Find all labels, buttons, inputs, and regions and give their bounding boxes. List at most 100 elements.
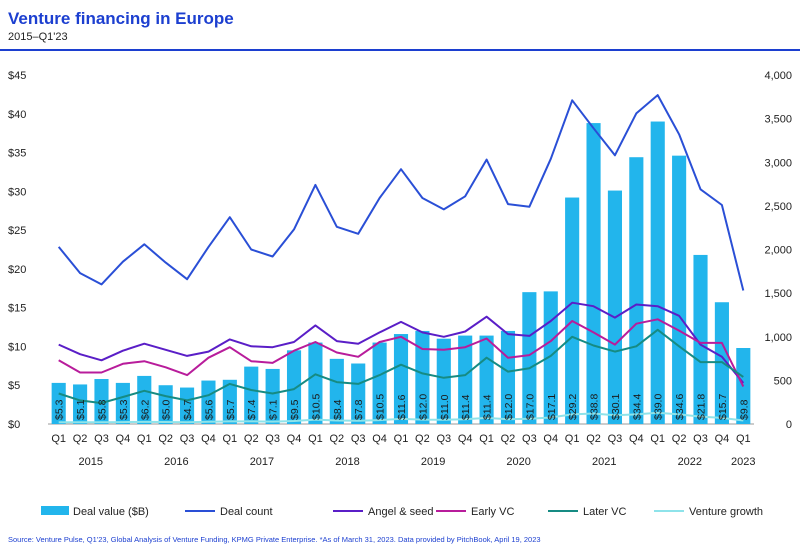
x-tick-label: Q4 — [715, 433, 730, 445]
bar-value-label: $5.7 — [225, 399, 237, 420]
x-year-label: 2017 — [250, 456, 274, 468]
bar — [565, 197, 580, 424]
x-tick-label: Q2 — [73, 433, 88, 445]
bar — [372, 342, 387, 424]
x-year-label: 2020 — [506, 456, 530, 468]
legend-label: Early VC — [471, 506, 514, 518]
x-year-label: 2019 — [421, 456, 445, 468]
bar — [393, 334, 409, 424]
x-tick-label: Q1 — [223, 433, 238, 445]
x-tick-label: Q4 — [287, 433, 302, 445]
bar — [415, 330, 430, 424]
bar-value-label: $5.0 — [161, 399, 173, 420]
bar-value-label: $29.2 — [567, 394, 579, 420]
x-tick-label: Q1 — [51, 433, 66, 445]
bar — [650, 121, 665, 425]
x-tick-label: Q2 — [672, 433, 687, 445]
bar-value-label: $11.4 — [482, 394, 494, 420]
bar-value-label: $15.7 — [717, 394, 729, 420]
x-tick-label: Q3 — [351, 433, 366, 445]
bar-value-label: $5.1 — [75, 399, 87, 420]
y-right-tick-label: 4,000 — [764, 70, 792, 82]
x-year-label: 2016 — [164, 456, 188, 468]
bar — [458, 335, 473, 424]
x-tick-label: Q2 — [329, 433, 344, 445]
bar — [522, 292, 537, 424]
x-tick-label: Q1 — [137, 433, 152, 445]
series-line — [58, 328, 744, 405]
x-tick-label: Q1 — [650, 433, 665, 445]
bar — [672, 155, 687, 424]
legend-label: Deal count — [220, 506, 273, 518]
bar — [222, 379, 237, 424]
bar-value-label: $21.8 — [696, 394, 708, 420]
bar-value-label: $17.1 — [546, 394, 558, 420]
axes: $0 $5 $10 $15 $20 $25 $30 $35 $40 $45 0 500 1,000 1,5… — [8, 70, 792, 468]
y-left-tick-label: $40 — [8, 109, 26, 121]
x-tick-label: Q3 — [436, 433, 451, 445]
y-left-tick-label: $5 — [8, 380, 20, 392]
x-tick-label: Q3 — [608, 433, 623, 445]
x-tick-label: Q2 — [158, 433, 173, 445]
x-year-label: 2022 — [678, 456, 702, 468]
x-tick-label: Q4 — [543, 433, 558, 445]
x-tick-label: Q2 — [586, 433, 601, 445]
bar-value-label: $34.4 — [631, 394, 643, 420]
bar-value-label: $30.1 — [610, 394, 622, 420]
bar-value-label: $10.5 — [310, 394, 322, 420]
bar-value-label: $39.0 — [653, 394, 665, 420]
y-left-tick-label: $35 — [8, 148, 26, 160]
series-line — [58, 411, 744, 424]
bar — [51, 382, 66, 424]
x-tick-label: Q3 — [180, 433, 195, 445]
y-left-tick-label: $25 — [8, 225, 26, 237]
y-left-tick-label: $10 — [8, 341, 26, 353]
x-tick-label: Q4 — [201, 433, 216, 445]
bar — [586, 123, 601, 424]
y-right-tick-label: 1,500 — [764, 288, 792, 300]
bar — [607, 190, 622, 424]
x-tick-label: Q1 — [736, 433, 751, 445]
x-tick-label: Q4 — [629, 433, 644, 445]
bar-value-label: $6.2 — [139, 399, 151, 420]
y-right-tick-label: 3,500 — [764, 114, 792, 126]
bar-value-label: $7.1 — [268, 399, 280, 420]
bar-value-label: $5.8 — [97, 399, 109, 420]
series-line — [57, 94, 745, 291]
bar — [286, 350, 302, 424]
legend-swatch-deal-value — [41, 506, 69, 515]
bar — [201, 380, 216, 424]
bar — [629, 157, 644, 424]
bar-value-label: $5.3 — [118, 399, 130, 420]
bar-value-label: $34.6 — [674, 394, 686, 420]
legend: Deal value ($B) Deal count Angel & seed Ear… — [41, 506, 763, 518]
bars — [51, 121, 751, 425]
x-tick-label: Q2 — [244, 433, 259, 445]
bar — [329, 358, 344, 424]
x-tick-label: Q3 — [522, 433, 537, 445]
bar-value-label: $9.5 — [289, 399, 301, 420]
series-lines — [57, 94, 745, 424]
x-year-label: 2021 — [592, 456, 616, 468]
bar — [436, 338, 451, 424]
bar-labels: $5.3 $5.1 $5.8 $5.3 $6.2 $5.0 $4.7 $5.6 $5.7 $7.4… — [54, 394, 751, 421]
bar-value-label: $5.3 — [54, 399, 66, 420]
legend-label: Deal value ($B) — [73, 506, 149, 518]
bar-value-label: $7.8 — [353, 399, 365, 420]
bar-value-label: $17.0 — [524, 394, 536, 420]
bar-value-label: $11.4 — [460, 394, 472, 420]
chart-title: Venture financing in Europe — [8, 9, 234, 28]
bar-value-label: $11.6 — [396, 394, 408, 420]
bar — [94, 379, 109, 424]
x-year-label: 2018 — [335, 456, 359, 468]
x-tick-label: Q3 — [265, 433, 280, 445]
x-tick-label: Q1 — [394, 433, 409, 445]
bar-value-label: $9.8 — [738, 399, 750, 420]
bar — [308, 342, 323, 424]
x-tick-label: Q2 — [501, 433, 516, 445]
y-left-tick-label: $30 — [8, 186, 26, 198]
bar — [693, 254, 708, 424]
bar-value-label: $38.8 — [589, 394, 601, 420]
bar — [351, 363, 366, 424]
legend-label: Venture growth — [689, 506, 763, 518]
